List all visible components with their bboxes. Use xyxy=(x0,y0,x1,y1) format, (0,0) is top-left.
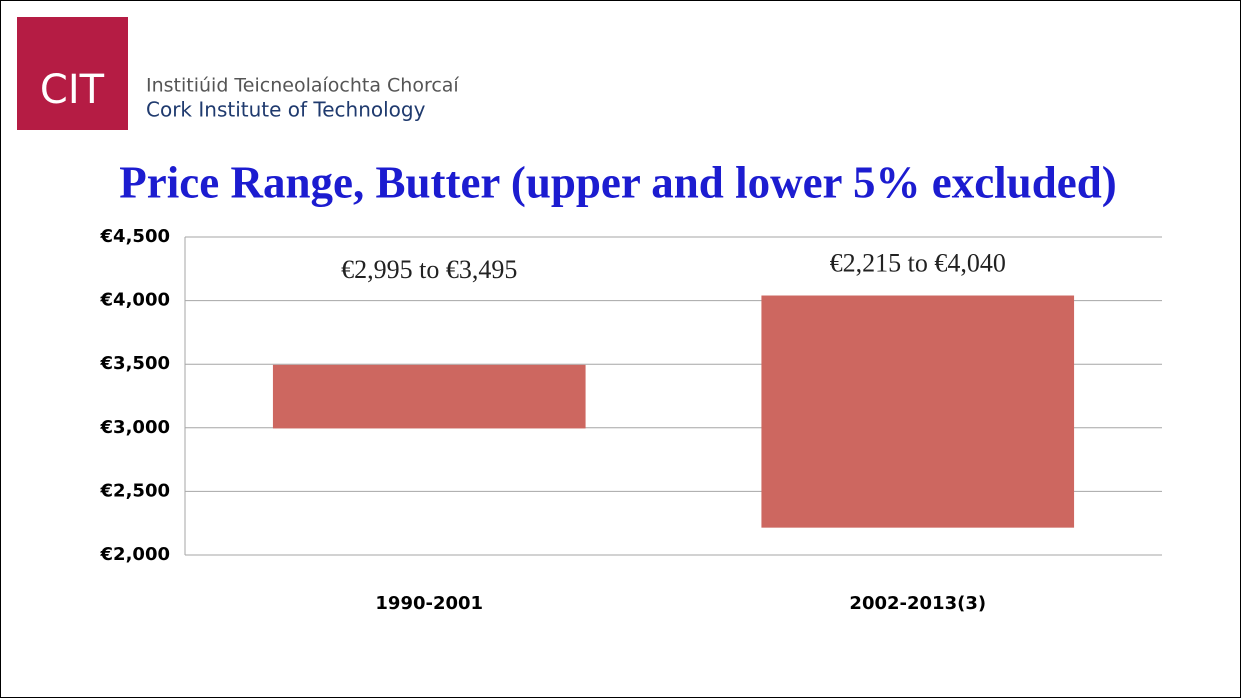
value-label: €2,995 to €3,495 xyxy=(341,255,517,284)
bar xyxy=(272,364,586,429)
chart-title: Price Range, Butter (upper and lower 5% … xyxy=(119,157,1116,207)
y-tick-label: €3,000 xyxy=(100,417,170,438)
y-tick-label: €3,500 xyxy=(100,353,170,374)
logo-box xyxy=(17,17,128,130)
y-tick-label: €4,000 xyxy=(100,290,170,311)
x-tick-label: 1990-2001 xyxy=(375,593,483,614)
y-tick-label: €4,500 xyxy=(100,226,170,247)
institute-irish: Institiúid Teicneolaíochta Chorcaí xyxy=(146,75,459,97)
institute-english: Cork Institute of Technology xyxy=(146,98,426,122)
logo-text: CIT xyxy=(40,67,105,113)
y-tick-label: €2,000 xyxy=(100,544,170,565)
y-tick-label: €2,500 xyxy=(100,480,170,501)
bar xyxy=(761,295,1075,528)
x-tick-label: 2002-2013(3) xyxy=(849,593,986,614)
value-label: €2,215 to €4,040 xyxy=(830,248,1006,277)
